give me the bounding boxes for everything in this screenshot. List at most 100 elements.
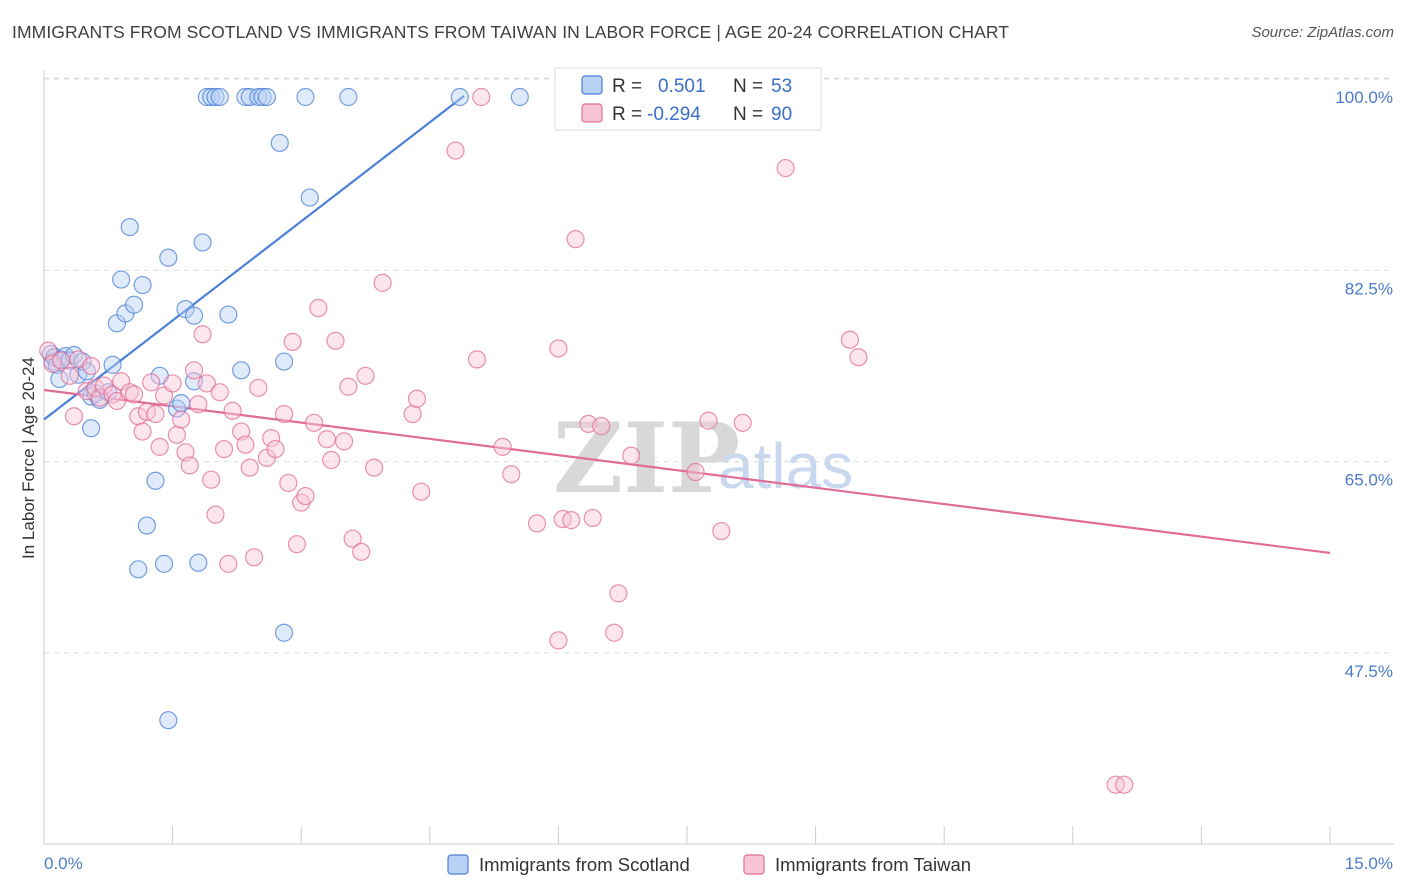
point-taiwan-64 — [403, 404, 422, 424]
bottom-legend-label-scotland: Immigrants from Scotland — [479, 854, 690, 875]
point-taiwan-83 — [686, 462, 705, 482]
point-taiwan-44 — [262, 429, 281, 448]
point-taiwan-30 — [193, 325, 212, 344]
point-taiwan-17 — [133, 422, 152, 441]
point-taiwan-89 — [849, 348, 868, 367]
point-scotland-21 — [120, 218, 139, 237]
point-scotland-17 — [103, 355, 122, 374]
point-taiwan-63 — [373, 273, 392, 292]
point-taiwan-52 — [304, 413, 324, 432]
legend-r-value-taiwan: -0.294 — [647, 104, 701, 125]
point-taiwan-41 — [244, 548, 264, 567]
axes — [43, 70, 1394, 845]
bottom-legend-swatch-scotland — [447, 854, 469, 875]
point-scotland-40 — [210, 87, 229, 107]
point-scotland-22 — [124, 295, 144, 314]
y-axis-label: In Labor Force | Age 20-24 — [19, 357, 38, 559]
point-taiwan-31 — [197, 374, 216, 393]
point-scotland-29 — [159, 248, 178, 267]
point-taiwan-45 — [266, 439, 285, 459]
bottom-legend: Immigrants from Scotland Immigrants from… — [447, 854, 971, 875]
point-taiwan-24 — [167, 425, 186, 444]
point-taiwan-23 — [163, 374, 182, 393]
point-taiwan-82 — [622, 446, 641, 465]
point-taiwan-86 — [733, 413, 752, 432]
point-taiwan-60 — [352, 542, 371, 561]
point-scotland-39 — [206, 87, 225, 107]
point-taiwan-69 — [472, 87, 491, 107]
point-taiwan-90 — [562, 511, 581, 530]
point-taiwan-56 — [326, 331, 345, 350]
point-scotland-19 — [112, 270, 131, 289]
point-taiwan-54 — [317, 430, 337, 449]
legend-swatch-taiwan — [581, 103, 603, 123]
bottom-legend-swatch-taiwan — [743, 854, 765, 875]
point-taiwan-79 — [592, 416, 611, 436]
point-scotland-36 — [193, 233, 212, 252]
point-taiwan-46 — [274, 404, 294, 424]
point-taiwan-42 — [249, 378, 268, 397]
point-taiwan-92 — [1115, 775, 1134, 794]
chart-title: IMMIGRANTS FROM SCOTLAND VS IMMIGRANTS F… — [12, 22, 1010, 42]
y-tick-label-0: 47.5% — [1345, 662, 1393, 681]
point-scotland-26 — [146, 471, 165, 490]
point-scotland-48 — [270, 133, 289, 153]
point-scotland-50 — [274, 352, 294, 371]
point-scotland-28 — [154, 554, 174, 573]
bottom-legend-label-taiwan: Immigrants from Taiwan — [775, 854, 971, 875]
point-scotland-4 — [50, 369, 69, 389]
point-taiwan-32 — [202, 470, 221, 489]
point-taiwan-75 — [549, 339, 568, 358]
point-taiwan-68 — [467, 350, 487, 369]
point-taiwan-80 — [605, 623, 624, 642]
point-taiwan-51 — [296, 486, 315, 506]
point-taiwan-12 — [107, 391, 126, 411]
point-taiwan-33 — [206, 505, 225, 524]
legend-n-value-taiwan: 90 — [771, 104, 792, 125]
point-scotland-51 — [296, 87, 315, 107]
point-scotland-42 — [232, 361, 251, 380]
point-scotland-23 — [129, 560, 148, 579]
point-scotland-46 — [253, 87, 272, 107]
source-credit: Source: ZipAtlas.com — [1251, 24, 1394, 41]
point-taiwan-36 — [219, 554, 238, 573]
x-tick-labels: 0.0% 15.0% — [44, 854, 1393, 873]
point-taiwan-21 — [150, 437, 169, 456]
point-taiwan-88 — [840, 330, 859, 349]
point-taiwan-81 — [609, 584, 628, 603]
point-taiwan-2 — [52, 351, 71, 370]
point-taiwan-28 — [184, 361, 204, 380]
point-taiwan-62 — [364, 458, 384, 477]
point-scotland-53 — [339, 87, 358, 107]
point-scotland-52 — [300, 188, 319, 207]
point-taiwan-4 — [64, 407, 84, 426]
point-taiwan-27 — [180, 456, 199, 475]
point-taiwan-78 — [583, 508, 602, 528]
point-taiwan-65 — [407, 389, 427, 408]
point-taiwan-29 — [189, 395, 208, 414]
series-taiwan-points — [39, 87, 1134, 794]
legend-r-label-scotland: R = — [612, 76, 642, 97]
point-taiwan-67 — [446, 141, 465, 160]
point-taiwan-53 — [309, 298, 328, 318]
legend: R = 0.501 N = 53 R = -0.294 N = 90 — [554, 67, 822, 131]
point-scotland-56 — [510, 87, 529, 107]
legend-swatch-scotland — [581, 75, 603, 95]
point-taiwan-48 — [283, 332, 302, 352]
point-taiwan-49 — [287, 535, 307, 554]
legend-r-label-taiwan: R = — [612, 104, 642, 125]
point-scotland-54 — [159, 711, 178, 730]
legend-n-label-taiwan: N = — [733, 104, 763, 125]
point-scotland-47 — [257, 87, 277, 107]
point-taiwan-19 — [142, 373, 161, 392]
point-taiwan-7 — [82, 356, 101, 376]
point-scotland-55 — [450, 87, 469, 107]
point-taiwan-71 — [502, 465, 521, 484]
point-taiwan-70 — [493, 437, 512, 456]
y-tick-label-3: 100.0% — [1335, 88, 1393, 107]
point-scotland-31 — [172, 394, 191, 413]
point-scotland-24 — [133, 275, 152, 295]
point-taiwan-57 — [334, 432, 354, 451]
x-tick-label-0: 0.0% — [44, 854, 83, 873]
